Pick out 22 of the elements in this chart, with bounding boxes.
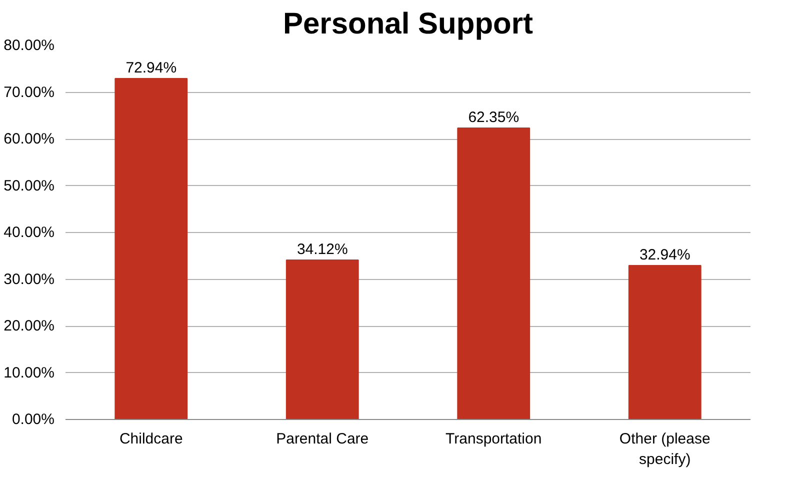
y-tick-label: 30.00%: [4, 270, 54, 288]
bar: [114, 78, 188, 420]
y-tick-label: 70.00%: [4, 84, 54, 101]
y-tick-label: 0.00%: [12, 411, 55, 428]
bar: [457, 128, 530, 420]
y-tick-label: 60.00%: [4, 130, 54, 148]
bar: [628, 265, 702, 420]
y-tick-label: 80.00%: [4, 37, 54, 54]
x-tick-label: Transportation: [446, 430, 542, 448]
y-tick-label: 50.00%: [4, 177, 54, 194]
x-tick-label: Childcare: [119, 430, 183, 448]
y-tick-label: 40.00%: [4, 224, 54, 241]
y-tick-label: 10.00%: [4, 364, 54, 382]
x-tick-label: Other (please specify): [619, 430, 710, 468]
data-label: 72.94%: [126, 60, 177, 77]
data-label: 62.35%: [468, 109, 520, 126]
data-label: 32.94%: [639, 246, 690, 264]
data-label: 34.12%: [296, 240, 348, 258]
y-tick-label: 20.00%: [4, 318, 54, 334]
chart-title: Personal Support: [282, 8, 534, 40]
bar: [286, 259, 359, 420]
x-tick-label: Parental Care: [276, 430, 369, 448]
